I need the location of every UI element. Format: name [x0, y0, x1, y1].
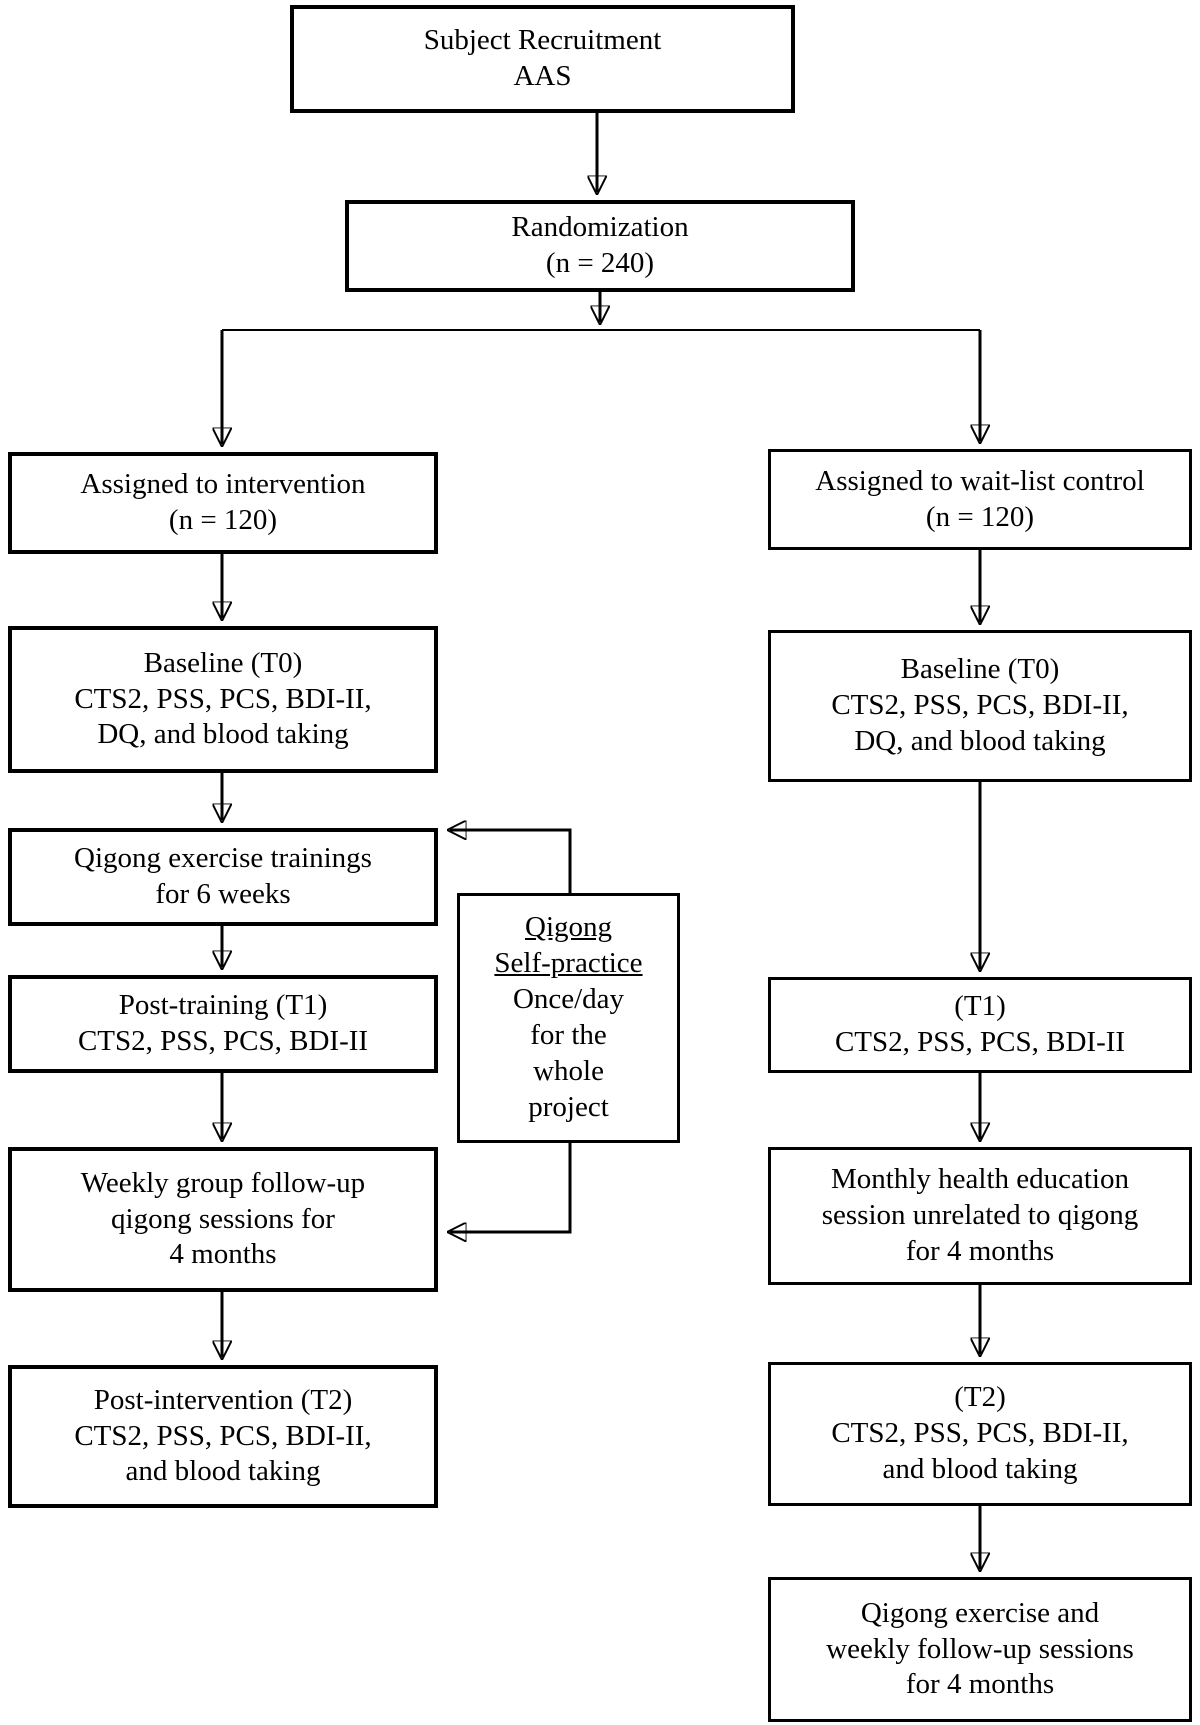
text-line: (T1)	[954, 990, 1006, 1023]
box-control-qigong-phase: Qigong exercise and weekly follow-up ses…	[768, 1577, 1192, 1722]
text-line: whole	[533, 1054, 604, 1087]
text-line: CTS2, PSS, PCS, BDI-II	[77, 1025, 369, 1057]
text-line: for the	[530, 1019, 607, 1051]
box-control-t1: (T1) CTS2, PSS, PCS, BDI-II	[768, 977, 1192, 1073]
text-line: Once/day	[512, 983, 625, 1016]
arrow-self-practice-to-training	[450, 830, 572, 893]
text-line: for 6 weeks	[155, 878, 291, 910]
text-line: Qigong exercise trainings	[74, 842, 372, 875]
text-line: Assigned to intervention	[80, 468, 366, 501]
text-line: Qigong exercise and	[860, 1596, 1100, 1629]
text-line: DQ, and blood taking	[97, 718, 349, 751]
text-line: CTS2, PSS, PCS, BDI-II	[834, 1026, 1126, 1058]
text-line: Monthly health education	[831, 1163, 1129, 1196]
box-control-t2: (T2) CTS2, PSS, PCS, BDI-II, and blood t…	[768, 1362, 1192, 1506]
text-line: Baseline (T0)	[143, 646, 303, 679]
text-line: weekly follow-up sessions	[826, 1632, 1134, 1665]
text-line: for 4 months	[905, 1668, 1055, 1701]
text-line: DQ, and blood taking	[854, 724, 1106, 757]
text-line: Post-intervention (T2)	[93, 1383, 353, 1416]
text-line: AAS	[513, 60, 572, 92]
box-assigned-intervention: Assigned to intervention (n = 120)	[8, 452, 438, 554]
box-qigong-training: Qigong exercise trainings for 6 weeks	[8, 828, 438, 926]
text-line: session unrelated to qigong	[821, 1199, 1139, 1232]
text-line: Self-practice	[494, 947, 643, 980]
text-line: and blood taking	[125, 1455, 321, 1488]
text-line: (n = 120)	[168, 504, 278, 536]
text-line: qigong sessions for	[111, 1202, 335, 1235]
text-line: 4 months	[169, 1238, 277, 1271]
text-line: (T2)	[954, 1381, 1006, 1414]
box-health-education: Monthly health education session unrelat…	[768, 1147, 1192, 1285]
box-weekly-followup: Weekly group follow-up qigong sessions f…	[8, 1147, 438, 1292]
text-line: project	[528, 1090, 609, 1123]
text-line: (n = 240)	[545, 247, 655, 279]
text-line: Weekly group follow-up	[80, 1166, 366, 1199]
text-line: Baseline (T0)	[900, 653, 1060, 686]
text-line: Subject Recruitment	[423, 24, 662, 57]
text-line: CTS2, PSS, PCS, BDI-II,	[831, 1417, 1129, 1450]
text-line: CTS2, PSS, PCS, BDI-II,	[831, 689, 1129, 722]
text-line: Qigong	[525, 911, 612, 944]
text-line: CTS2, PSS, PCS, BDI-II,	[74, 682, 372, 715]
text-line: Assigned to wait-list control	[815, 464, 1145, 497]
box-intervention-baseline-t0: Baseline (T0) CTS2, PSS, PCS, BDI-II, DQ…	[8, 626, 438, 773]
text-line: CTS2, PSS, PCS, BDI-II,	[74, 1419, 372, 1452]
arrow-self-practice-to-weekly	[450, 1143, 572, 1232]
box-assigned-waitlist-control: Assigned to wait-list control (n = 120)	[768, 449, 1192, 550]
text-line: Post-training (T1)	[118, 989, 328, 1022]
box-post-training-t1: Post-training (T1) CTS2, PSS, PCS, BDI-I…	[8, 975, 438, 1073]
box-subject-recruitment: Subject Recruitment AAS	[290, 5, 795, 113]
text-line: for 4 months	[905, 1234, 1055, 1267]
text-line: (n = 120)	[925, 500, 1035, 533]
text-line: Randomization	[511, 211, 689, 244]
text-line: and blood taking	[882, 1452, 1078, 1485]
box-randomization: Randomization (n = 240)	[345, 200, 855, 292]
box-qigong-self-practice: Qigong Self-practice Once/day for the wh…	[457, 893, 680, 1143]
box-control-baseline-t0: Baseline (T0) CTS2, PSS, PCS, BDI-II, DQ…	[768, 630, 1192, 782]
box-post-intervention-t2: Post-intervention (T2) CTS2, PSS, PCS, B…	[8, 1365, 438, 1508]
